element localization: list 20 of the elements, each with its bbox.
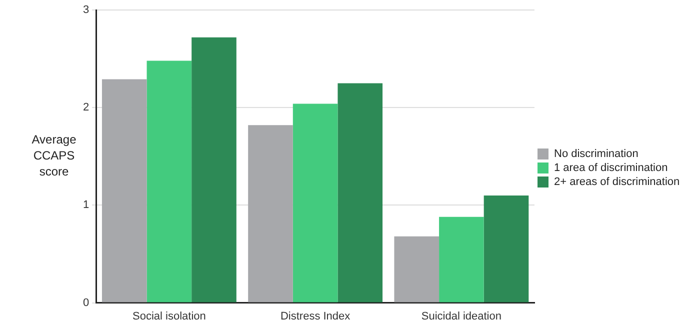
bar [394, 236, 440, 302]
x-tick-label: Social isolation [132, 310, 206, 322]
bar [338, 83, 383, 302]
y-tick-label: 3 [82, 4, 90, 16]
bar [146, 60, 192, 302]
y-tick-label: 2 [82, 102, 90, 114]
bar [439, 216, 484, 302]
bar [292, 104, 338, 302]
bar [248, 125, 293, 302]
legend-label: No discrimination [554, 148, 638, 160]
bar [484, 195, 529, 302]
legend-label: 2+ areas of discrimination [554, 176, 680, 188]
y-tick-label: 0 [82, 296, 90, 309]
y-tick-label: 1 [82, 199, 90, 212]
bar [102, 79, 147, 302]
x-tick-label: Distress Index [280, 310, 351, 322]
x-tick-label: Suicidal ideation [421, 310, 502, 322]
bar [192, 37, 236, 302]
y-axis-title: Average CCAPS score [32, 132, 77, 179]
legend-label: 1 area of discrimination [554, 162, 668, 174]
